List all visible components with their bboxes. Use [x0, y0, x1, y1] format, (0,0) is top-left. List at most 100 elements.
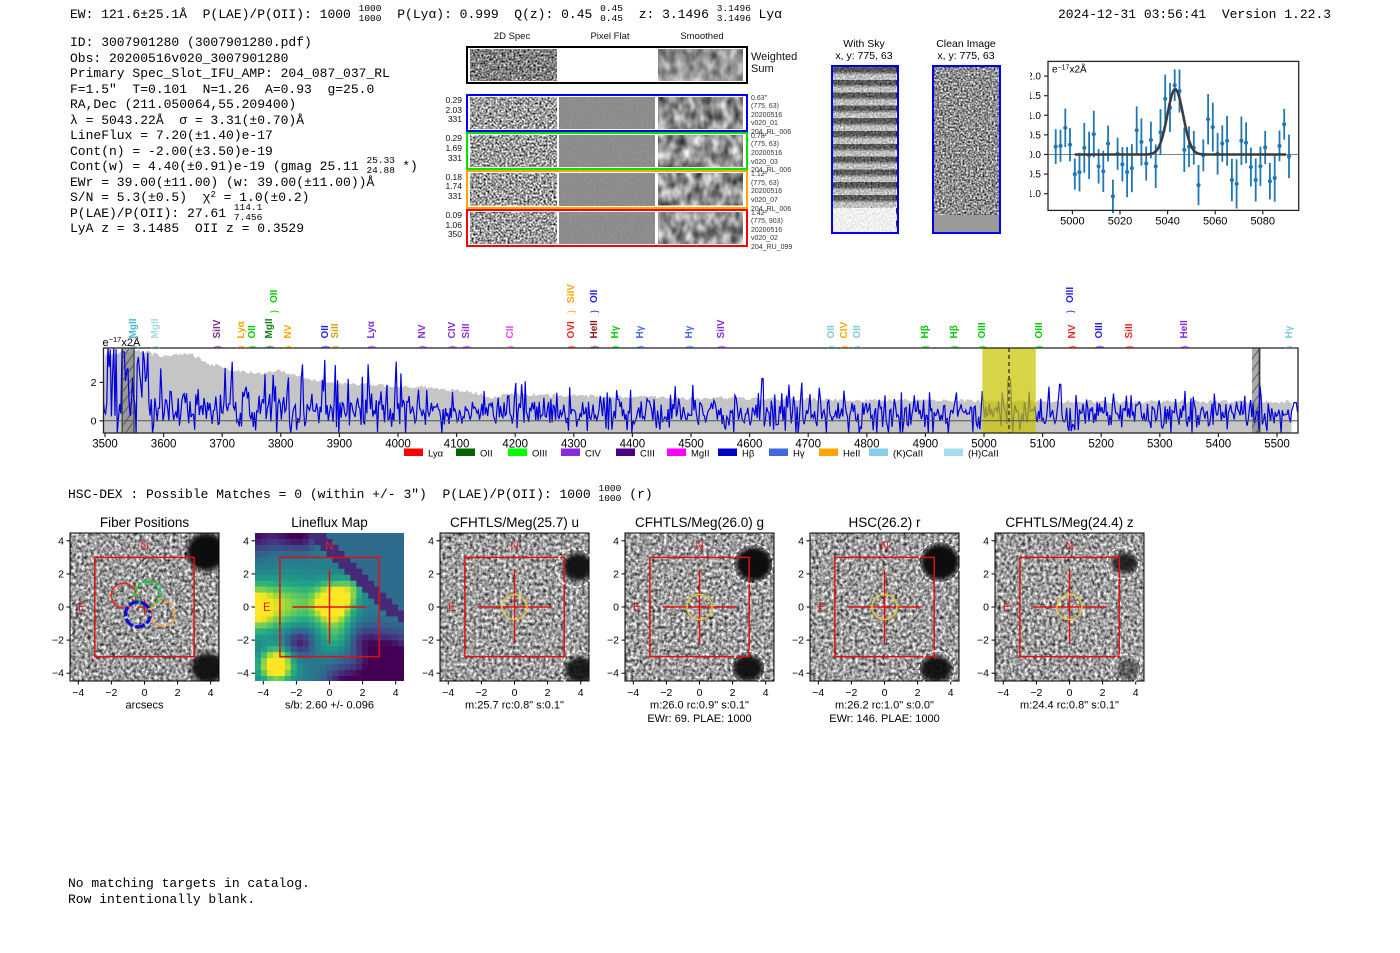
- svg-text:−2: −2: [52, 635, 64, 647]
- svg-text:E: E: [1003, 602, 1011, 614]
- svg-text:CFHTLS/Meg(25.7) u: CFHTLS/Meg(25.7) u: [450, 515, 579, 530]
- svg-text:N: N: [510, 541, 518, 553]
- svg-text:−4: −4: [257, 687, 269, 699]
- svg-text:s/b: 2.60 +/- 0.096: s/b: 2.60 +/- 0.096: [285, 700, 374, 712]
- svg-text:}: }: [417, 345, 427, 348]
- svg-text:0: 0: [1067, 687, 1073, 699]
- svg-text:5020: 5020: [1108, 215, 1132, 227]
- svg-text:}: }: [1124, 345, 1134, 348]
- svg-text:CIV: CIV: [447, 322, 458, 339]
- svg-text:2: 2: [613, 568, 619, 580]
- svg-text:arcsecs: arcsecs: [126, 700, 164, 712]
- svg-text:E: E: [448, 602, 456, 614]
- svg-text:OIII: OIII: [1094, 322, 1105, 338]
- svg-text:Hβ: Hβ: [742, 449, 755, 460]
- svg-text:2.0: 2.0: [1030, 72, 1041, 83]
- svg-text:EWr: 69. PLAE: 1000: EWr: 69. PLAE: 1000: [647, 713, 751, 725]
- svg-text:5300: 5300: [1147, 439, 1173, 451]
- svg-text:OVI: OVI: [566, 321, 577, 338]
- svg-text:2: 2: [730, 687, 736, 699]
- svg-text:0: 0: [512, 687, 518, 699]
- svg-text:}: }: [461, 345, 471, 348]
- svg-text:5080: 5080: [1251, 215, 1275, 227]
- svg-text:4: 4: [208, 687, 214, 699]
- svg-text:}: }: [330, 345, 340, 348]
- svg-text:4100: 4100: [444, 439, 470, 451]
- svg-text:EWr: 146. PLAE: 1000: EWr: 146. PLAE: 1000: [829, 713, 939, 725]
- svg-text:−4: −4: [72, 687, 84, 699]
- svg-text:3800: 3800: [268, 439, 294, 451]
- svg-text:NV: NV: [417, 324, 428, 338]
- svg-text:4: 4: [243, 535, 249, 547]
- svg-text:0: 0: [983, 602, 989, 614]
- svg-text:1.5: 1.5: [1030, 91, 1041, 102]
- svg-text:4600: 4600: [737, 439, 763, 451]
- svg-text:OII: OII: [320, 325, 331, 339]
- svg-text:N: N: [325, 541, 333, 553]
- svg-text:N: N: [1065, 541, 1073, 553]
- svg-text:OII: OII: [480, 449, 493, 460]
- svg-text:CII: CII: [505, 326, 516, 339]
- svg-text:}: }: [366, 345, 376, 348]
- svg-text:}: }: [1065, 310, 1075, 313]
- svg-text:Hγ: Hγ: [793, 449, 805, 460]
- svg-text:4: 4: [58, 535, 64, 547]
- svg-text:HeII: HeII: [1179, 320, 1190, 339]
- svg-text:m:25.7 rc:0.8" s:0.1": m:25.7 rc:0.8" s:0.1": [465, 700, 564, 712]
- svg-text:(K)CaII: (K)CaII: [893, 449, 923, 460]
- svg-text:}: }: [128, 345, 138, 348]
- svg-text:5000: 5000: [1060, 215, 1084, 227]
- svg-text:m:26.0 rc:0.9" s:0.1": m:26.0 rc:0.9" s:0.1": [650, 700, 749, 712]
- svg-text:0: 0: [58, 602, 64, 614]
- svg-text:−2: −2: [105, 687, 117, 699]
- svg-text:−4: −4: [52, 668, 64, 680]
- svg-text:CFHTLS/Meg(24.4) z: CFHTLS/Meg(24.4) z: [1005, 515, 1134, 530]
- svg-text:2: 2: [58, 568, 64, 580]
- svg-text:}: }: [684, 345, 694, 348]
- svg-text:5500: 5500: [1264, 439, 1290, 451]
- svg-text:4: 4: [798, 535, 804, 547]
- svg-text:4: 4: [1133, 687, 1139, 699]
- svg-text:E: E: [633, 602, 641, 614]
- svg-text:}: }: [1034, 345, 1044, 348]
- svg-text:Hγ: Hγ: [1284, 325, 1295, 338]
- svg-text:Lyα: Lyα: [366, 320, 377, 338]
- svg-text:N: N: [880, 541, 888, 553]
- svg-text:N: N: [140, 541, 148, 553]
- svg-text:0: 0: [142, 687, 148, 699]
- svg-text:5200: 5200: [1088, 439, 1114, 451]
- svg-text:}: }: [320, 345, 330, 348]
- svg-text:OII: OII: [589, 289, 600, 303]
- svg-text:Hβ: Hβ: [920, 325, 931, 338]
- svg-text:4800: 4800: [854, 439, 880, 451]
- svg-text:3600: 3600: [151, 439, 177, 451]
- svg-text:MgII: MgII: [128, 318, 139, 338]
- svg-text:}: }: [150, 345, 160, 348]
- svg-text:2: 2: [1100, 687, 1106, 699]
- svg-text:OIII: OIII: [1065, 287, 1076, 303]
- svg-text:MgII: MgII: [264, 318, 275, 338]
- svg-text:−4: −4: [997, 687, 1009, 699]
- svg-text:}: }: [852, 345, 862, 348]
- svg-text:}: }: [1067, 345, 1077, 348]
- svg-text:E: E: [78, 602, 86, 614]
- svg-text:Lyα: Lyα: [236, 320, 247, 338]
- svg-text:Hγ: Hγ: [610, 325, 621, 338]
- svg-text:}: }: [977, 345, 987, 348]
- svg-text:4900: 4900: [913, 439, 939, 451]
- svg-text:−4: −4: [792, 668, 804, 680]
- svg-text:MgII: MgII: [691, 449, 709, 460]
- svg-text:4: 4: [613, 535, 619, 547]
- svg-text:NV: NV: [283, 324, 294, 338]
- svg-text:Lineflux Map: Lineflux Map: [291, 515, 368, 530]
- svg-text:−2: −2: [845, 687, 857, 699]
- svg-text:MgII: MgII: [150, 318, 161, 338]
- svg-text:}: }: [447, 345, 457, 348]
- svg-text:HSC(26.2) r: HSC(26.2) r: [848, 515, 921, 530]
- svg-text:5400: 5400: [1206, 439, 1232, 451]
- svg-text:0.0: 0.0: [1030, 150, 1041, 161]
- svg-text:}: }: [236, 345, 246, 348]
- svg-text:CFHTLS/Meg(26.0) g: CFHTLS/Meg(26.0) g: [635, 515, 764, 530]
- svg-text:NV: NV: [1067, 324, 1078, 338]
- svg-text:}: }: [1179, 345, 1189, 348]
